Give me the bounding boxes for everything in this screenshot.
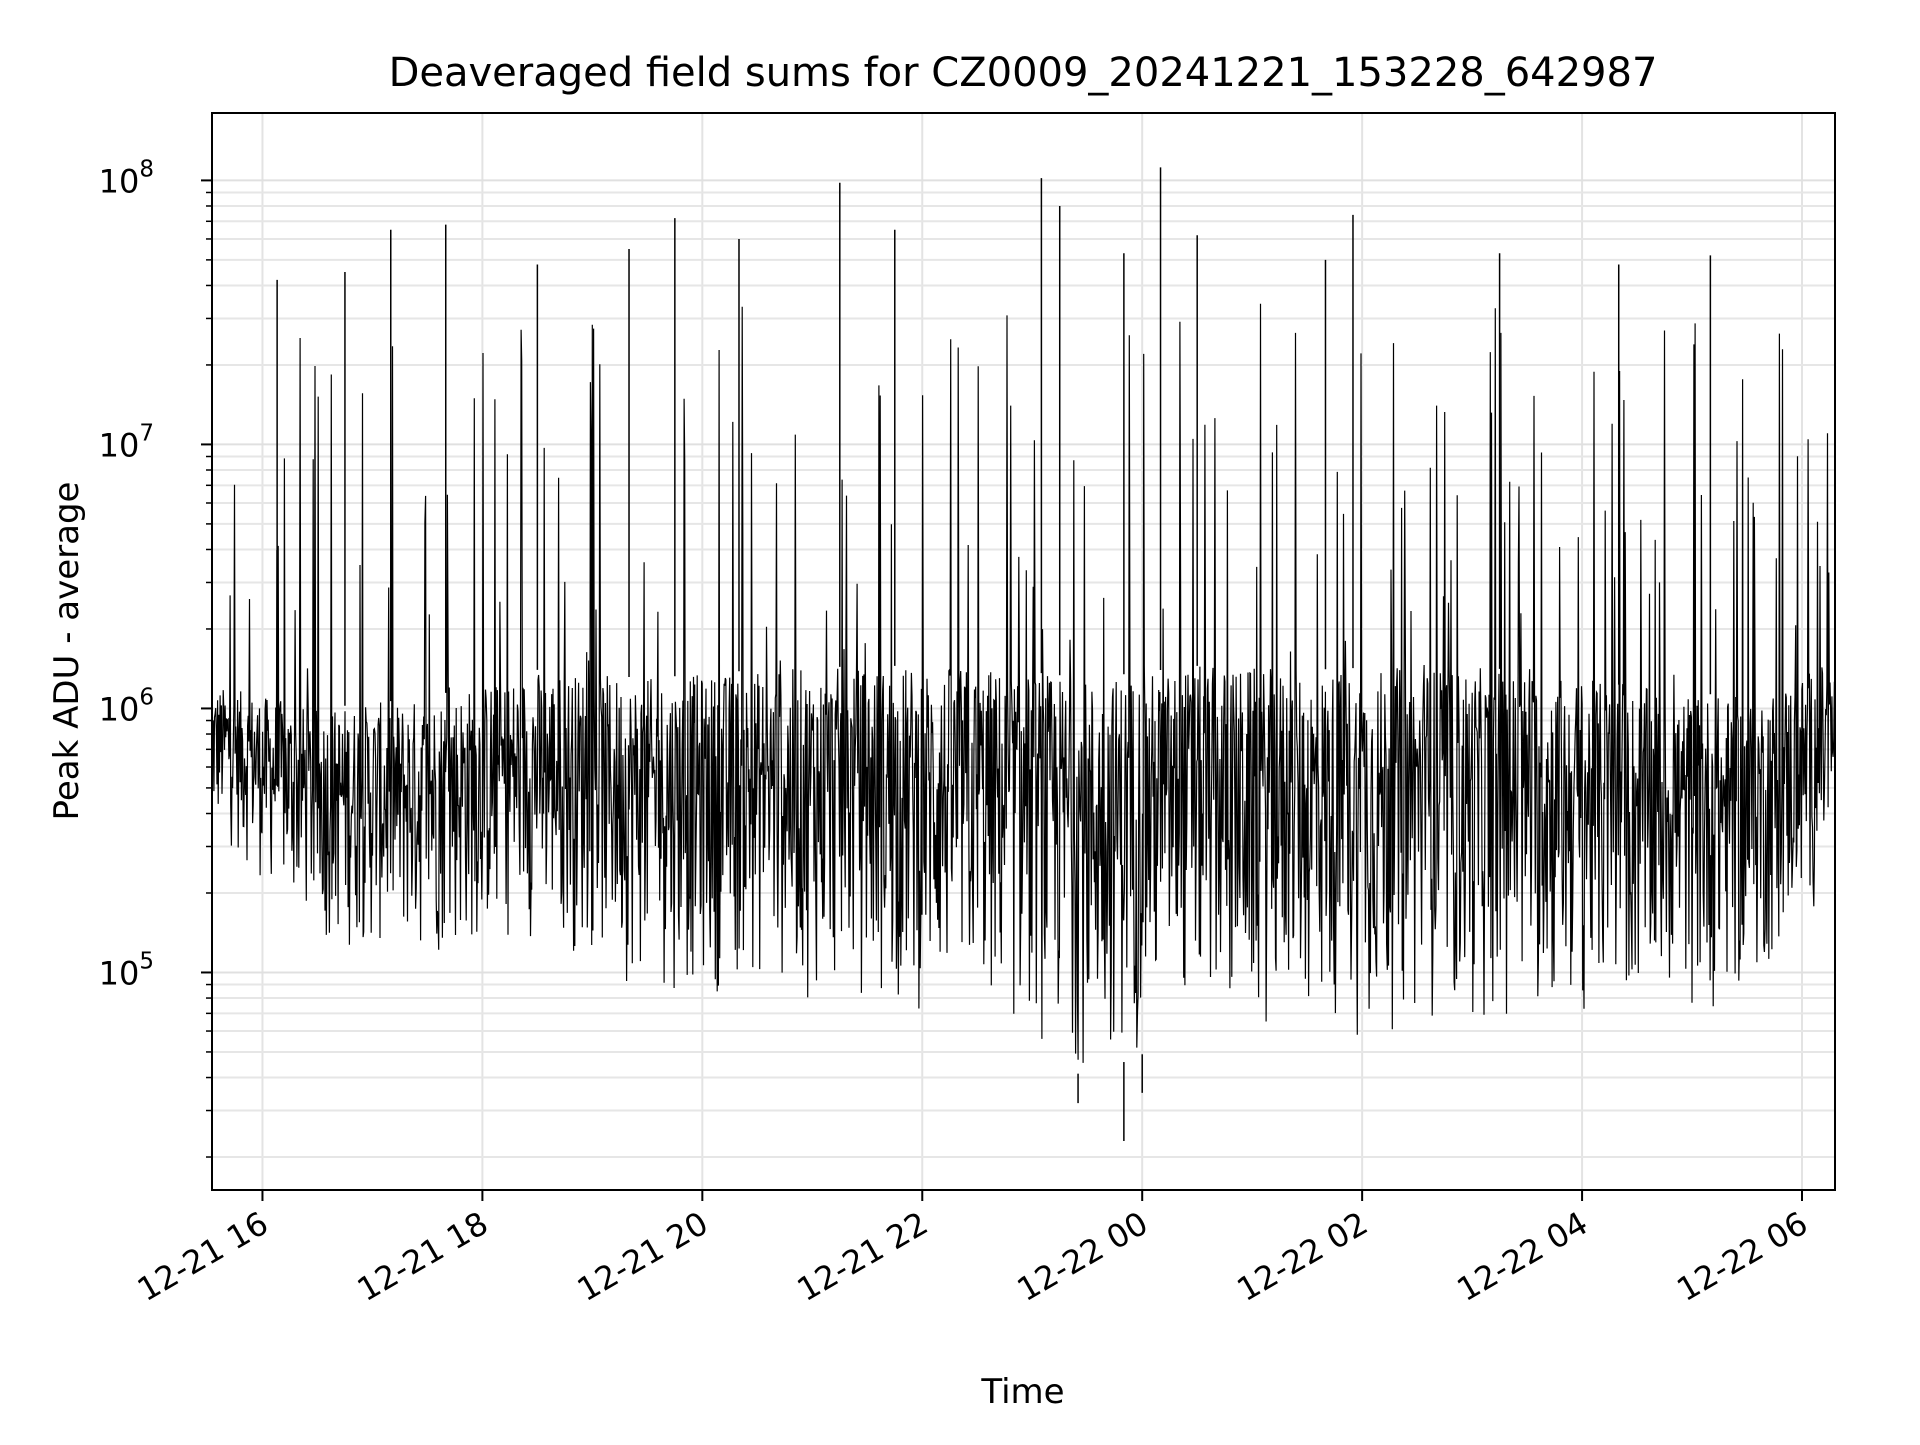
y-axis-label: Peak ADU - average xyxy=(47,482,87,821)
x-tick-label: 12-22 00 xyxy=(1011,1204,1155,1309)
x-tick-label: 12-21 18 xyxy=(351,1204,495,1309)
y-tick-exponent: 5 xyxy=(139,948,154,974)
x-tick-label: 12-22 06 xyxy=(1670,1204,1814,1309)
y-tick-label: 108 xyxy=(99,156,154,200)
y-tick-label: 106 xyxy=(99,684,154,728)
y-tick-exponent: 6 xyxy=(139,684,154,710)
y-tick-exponent: 7 xyxy=(139,420,154,446)
y-tick-label: 107 xyxy=(99,420,154,464)
x-tick-label: 12-22 04 xyxy=(1450,1204,1594,1309)
x-tick-label: 12-21 16 xyxy=(131,1204,275,1309)
x-tick-label: 12-21 22 xyxy=(791,1204,935,1309)
x-axis-label: Time xyxy=(980,1372,1064,1412)
x-tick-label: 12-21 20 xyxy=(571,1204,715,1309)
series-line xyxy=(211,303,1836,1063)
plot-area-frame xyxy=(211,112,1836,1191)
y-tick-label: 105 xyxy=(99,948,154,992)
y-tick-exponent: 8 xyxy=(139,156,154,182)
chart-title: Deaveraged field sums for CZ0009_2024122… xyxy=(389,50,1658,96)
x-tick-label: 12-22 02 xyxy=(1231,1204,1375,1309)
grid-lines xyxy=(212,113,1835,1190)
series-line-group xyxy=(211,167,1836,1141)
